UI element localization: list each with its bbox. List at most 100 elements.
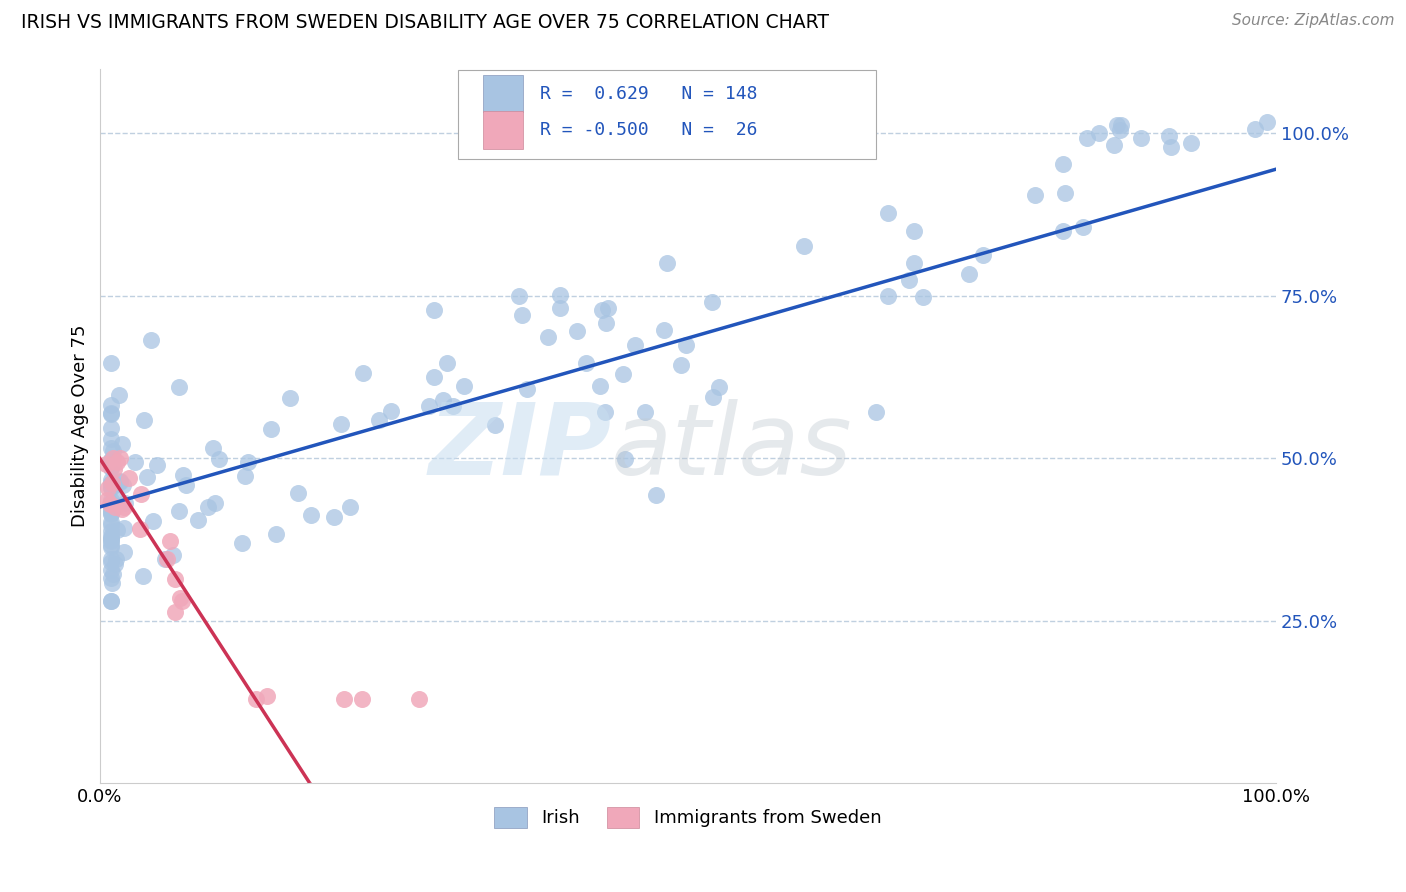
Point xyxy=(702,390,724,404)
Point xyxy=(139,333,162,347)
Point xyxy=(174,478,197,492)
Point xyxy=(156,551,179,566)
Text: atlas: atlas xyxy=(612,399,853,496)
Point xyxy=(114,496,136,510)
Point xyxy=(1052,224,1074,238)
Point xyxy=(97,481,120,495)
Point xyxy=(423,302,446,317)
Point xyxy=(100,432,122,446)
Point xyxy=(245,691,267,706)
Point xyxy=(170,594,193,608)
Point xyxy=(865,404,887,418)
Point xyxy=(159,533,181,548)
Point xyxy=(100,398,122,412)
Point xyxy=(208,452,231,467)
Point xyxy=(959,267,981,281)
Point xyxy=(657,256,679,270)
Point xyxy=(644,488,666,502)
Point xyxy=(100,477,122,491)
Point xyxy=(101,503,124,517)
Point xyxy=(1024,187,1046,202)
Point xyxy=(167,504,190,518)
Text: R = -0.500   N =  26: R = -0.500 N = 26 xyxy=(540,121,756,139)
Point xyxy=(1071,220,1094,235)
Point xyxy=(105,523,128,537)
Point xyxy=(911,290,934,304)
Point xyxy=(112,545,135,559)
Point xyxy=(100,529,122,543)
Point xyxy=(100,498,122,512)
Point xyxy=(103,462,125,476)
Point xyxy=(350,691,373,706)
Point xyxy=(96,457,118,471)
Point xyxy=(100,497,122,511)
Point xyxy=(100,421,122,435)
Point xyxy=(100,481,122,495)
Point xyxy=(1129,131,1152,145)
Point xyxy=(118,471,141,485)
Point xyxy=(877,205,900,219)
Point xyxy=(100,506,122,520)
Point xyxy=(598,301,620,316)
Point xyxy=(595,316,617,330)
FancyBboxPatch shape xyxy=(458,70,876,160)
Point xyxy=(1109,123,1132,137)
Point xyxy=(100,551,122,566)
Point xyxy=(352,366,374,380)
Point xyxy=(897,273,920,287)
Point xyxy=(197,500,219,515)
Point xyxy=(418,399,440,413)
Point xyxy=(100,533,122,547)
Point xyxy=(100,594,122,608)
Point xyxy=(110,436,132,450)
Point xyxy=(167,380,190,394)
Point xyxy=(423,369,446,384)
Point xyxy=(591,303,613,318)
Point xyxy=(654,323,676,337)
Point xyxy=(100,473,122,487)
Point xyxy=(101,476,124,491)
Point xyxy=(105,455,128,469)
Point xyxy=(162,548,184,562)
Point xyxy=(108,451,131,466)
Point xyxy=(145,458,167,472)
Point xyxy=(100,518,122,533)
Point xyxy=(142,514,165,528)
Point xyxy=(333,691,356,706)
Point xyxy=(169,591,191,605)
Point xyxy=(709,380,731,394)
Point xyxy=(155,551,177,566)
Text: Source: ZipAtlas.com: Source: ZipAtlas.com xyxy=(1232,13,1395,29)
Point xyxy=(339,500,361,514)
Point xyxy=(100,515,122,529)
Point xyxy=(236,455,259,469)
Point xyxy=(280,391,302,405)
Point xyxy=(1159,129,1181,144)
FancyBboxPatch shape xyxy=(484,112,523,149)
Point xyxy=(299,508,322,523)
Point xyxy=(100,460,122,475)
Point xyxy=(259,422,281,436)
Point xyxy=(100,480,122,494)
Point xyxy=(516,382,538,396)
Point xyxy=(100,555,122,569)
Point xyxy=(1076,131,1098,145)
Point xyxy=(135,470,157,484)
Point xyxy=(702,295,724,310)
Point xyxy=(100,441,122,455)
Text: IRISH VS IMMIGRANTS FROM SWEDEN DISABILITY AGE OVER 75 CORRELATION CHART: IRISH VS IMMIGRANTS FROM SWEDEN DISABILI… xyxy=(21,13,830,32)
Point xyxy=(1053,186,1076,200)
Point xyxy=(129,487,152,501)
Point xyxy=(100,538,122,552)
Legend: Irish, Immigrants from Sweden: Irish, Immigrants from Sweden xyxy=(486,799,889,835)
Point xyxy=(441,399,464,413)
Point xyxy=(101,575,124,590)
Point xyxy=(565,324,588,338)
Point xyxy=(537,330,560,344)
Point xyxy=(612,367,634,381)
Point xyxy=(264,526,287,541)
Point xyxy=(96,492,118,507)
Point xyxy=(1102,138,1125,153)
Point xyxy=(172,467,194,482)
Point xyxy=(1180,136,1202,150)
